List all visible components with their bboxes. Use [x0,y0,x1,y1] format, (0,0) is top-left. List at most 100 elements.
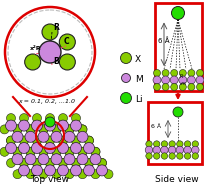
Circle shape [71,114,81,123]
Circle shape [84,136,93,145]
Circle shape [26,125,35,134]
Circle shape [26,147,35,156]
Circle shape [71,136,81,145]
Circle shape [7,136,16,145]
Circle shape [31,143,42,153]
Circle shape [59,158,68,167]
Circle shape [153,146,161,154]
Text: B: B [53,57,59,66]
Circle shape [192,146,199,154]
Circle shape [98,158,106,167]
Circle shape [59,114,68,123]
Circle shape [161,146,168,154]
Circle shape [77,154,88,165]
Circle shape [188,84,195,91]
Circle shape [184,141,191,147]
Circle shape [13,125,22,134]
Circle shape [52,125,61,134]
Circle shape [32,159,41,167]
Circle shape [154,141,160,147]
Circle shape [39,170,48,179]
Text: Top view: Top view [30,175,69,184]
Circle shape [58,165,69,176]
Text: 6 Å: 6 Å [158,37,170,44]
Circle shape [161,153,168,159]
Circle shape [38,131,49,142]
Circle shape [196,76,204,84]
Circle shape [19,165,30,176]
Circle shape [31,165,42,176]
Circle shape [39,125,48,134]
Text: M: M [135,74,143,84]
Circle shape [78,147,87,156]
Circle shape [12,131,23,142]
Circle shape [83,143,94,153]
Circle shape [7,159,16,167]
Circle shape [171,70,178,77]
Circle shape [13,170,22,179]
Circle shape [13,125,22,134]
Circle shape [171,84,178,91]
Circle shape [179,70,186,77]
Circle shape [20,159,29,167]
Circle shape [78,125,87,134]
Circle shape [162,76,170,84]
Bar [148,102,202,164]
Text: Li: Li [135,94,143,104]
Circle shape [20,114,29,123]
Circle shape [177,153,183,159]
Circle shape [192,153,198,159]
Circle shape [52,147,61,156]
Circle shape [173,107,183,117]
Circle shape [84,136,93,145]
Circle shape [65,147,74,156]
Text: X: X [135,54,141,64]
Circle shape [187,76,195,84]
Circle shape [71,120,82,131]
Text: 6 Å: 6 Å [151,124,161,129]
Circle shape [161,141,168,147]
Circle shape [52,147,61,156]
Circle shape [196,70,204,77]
Circle shape [26,125,35,134]
Circle shape [25,54,41,70]
Circle shape [44,165,55,176]
Circle shape [71,165,82,176]
Circle shape [172,6,184,19]
Circle shape [84,158,93,167]
Circle shape [83,165,94,176]
Circle shape [162,70,169,77]
Circle shape [71,158,81,167]
Circle shape [162,84,169,91]
Circle shape [196,84,204,91]
Circle shape [52,125,61,134]
Circle shape [78,125,87,134]
Circle shape [44,120,55,131]
Circle shape [71,159,81,167]
Circle shape [26,147,35,156]
Text: x²R: x²R [30,46,42,51]
Bar [155,3,202,91]
Circle shape [52,170,61,179]
Circle shape [78,170,87,179]
Circle shape [71,143,82,153]
Circle shape [192,141,198,147]
Circle shape [25,154,36,165]
Circle shape [177,141,183,147]
Circle shape [121,92,132,104]
Circle shape [42,24,58,40]
Circle shape [146,153,152,159]
Circle shape [45,158,54,167]
Circle shape [59,34,75,50]
Circle shape [170,76,178,84]
Circle shape [0,125,9,134]
Circle shape [84,159,93,167]
Text: C: C [64,37,70,46]
Circle shape [188,70,195,77]
Circle shape [65,147,74,156]
Circle shape [184,153,191,159]
Circle shape [20,158,29,167]
Circle shape [45,136,54,145]
Circle shape [7,136,16,145]
Text: R: R [180,74,183,79]
